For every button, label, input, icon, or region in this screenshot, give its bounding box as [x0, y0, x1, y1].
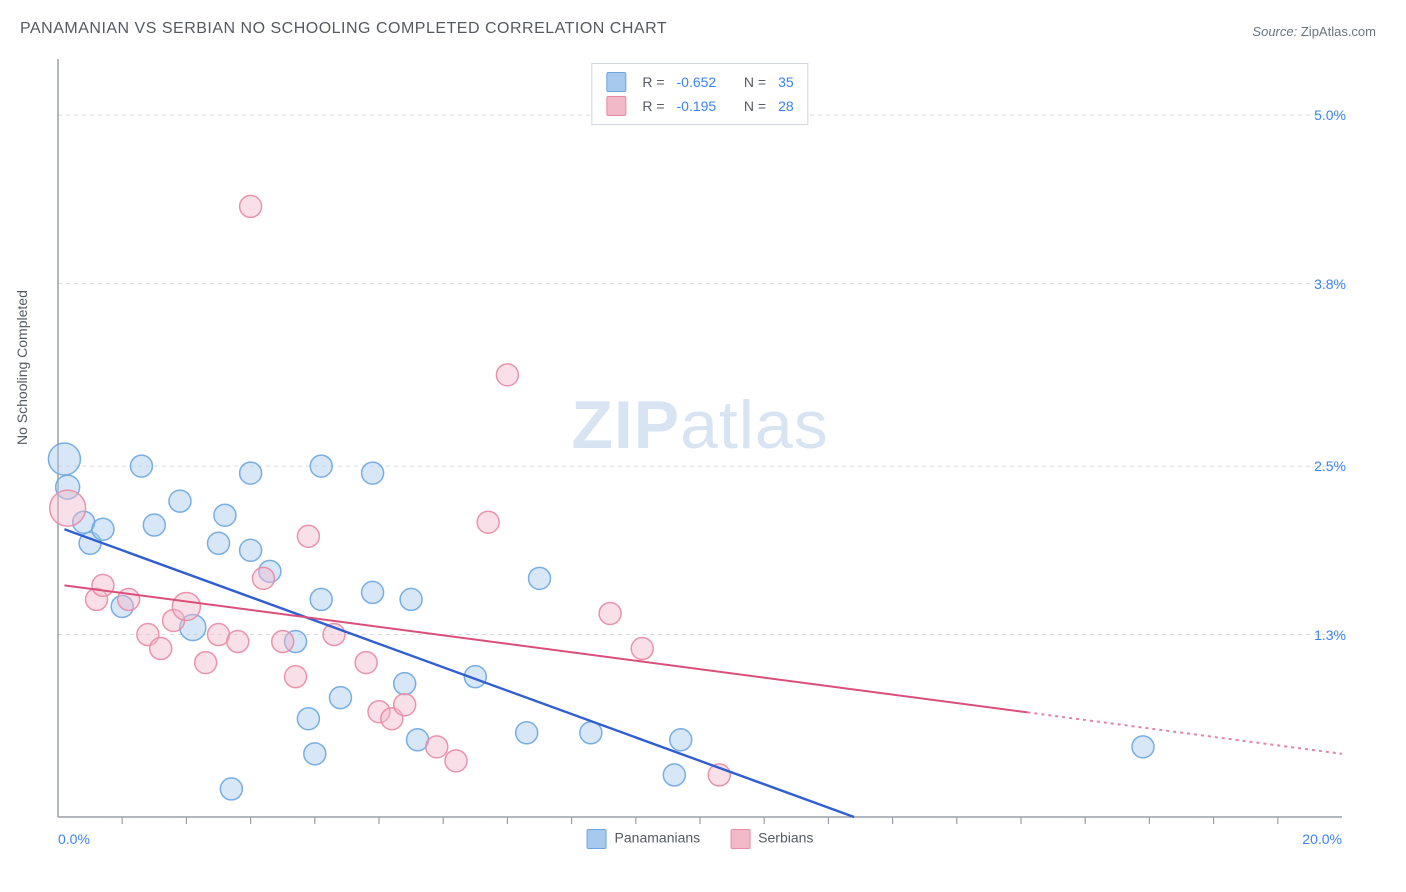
r-label: R = [642, 98, 664, 114]
legend-item: Panamanians [587, 829, 701, 849]
chart-area: ZIPatlas R = -0.652 N = 35R = -0.195 N =… [50, 55, 1350, 825]
source-attribution: Source: ZipAtlas.com [1252, 24, 1376, 39]
x-tick-label: 0.0% [58, 831, 90, 847]
r-value: -0.195 [677, 98, 717, 114]
source-value: ZipAtlas.com [1301, 24, 1376, 39]
legend-swatch [606, 96, 626, 116]
n-label: N = [744, 98, 766, 114]
source-label: Source: [1252, 24, 1297, 39]
y-tick-label: 1.3% [1314, 627, 1346, 643]
correlation-legend: R = -0.652 N = 35R = -0.195 N = 28 [591, 63, 808, 125]
legend-stat-row: R = -0.195 N = 28 [606, 94, 793, 118]
y-tick-label: 5.0% [1314, 107, 1346, 123]
y-axis-label: No Schooling Completed [14, 290, 30, 445]
legend-label: Panamanians [615, 830, 701, 846]
legend-swatch [606, 72, 626, 92]
legend-label: Serbians [758, 830, 813, 846]
legend-swatch [730, 829, 750, 849]
x-tick-label: 20.0% [1302, 831, 1342, 847]
y-tick-label: 2.5% [1314, 458, 1346, 474]
r-label: R = [642, 74, 664, 90]
y-tick-label: 3.8% [1314, 276, 1346, 292]
chart-title: PANAMANIAN VS SERBIAN NO SCHOOLING COMPL… [20, 20, 667, 38]
n-value: 35 [778, 74, 794, 90]
legend-item: Serbians [730, 829, 813, 849]
series-legend: Panamanians Serbians [587, 829, 814, 849]
legend-stat-row: R = -0.652 N = 35 [606, 70, 793, 94]
legend-swatch [587, 829, 607, 849]
r-value: -0.652 [677, 74, 717, 90]
n-value: 28 [778, 98, 794, 114]
chart-container: PANAMANIAN VS SERBIAN NO SCHOOLING COMPL… [0, 0, 1406, 892]
scatter-plot-svg [50, 55, 1350, 825]
n-label: N = [744, 74, 766, 90]
